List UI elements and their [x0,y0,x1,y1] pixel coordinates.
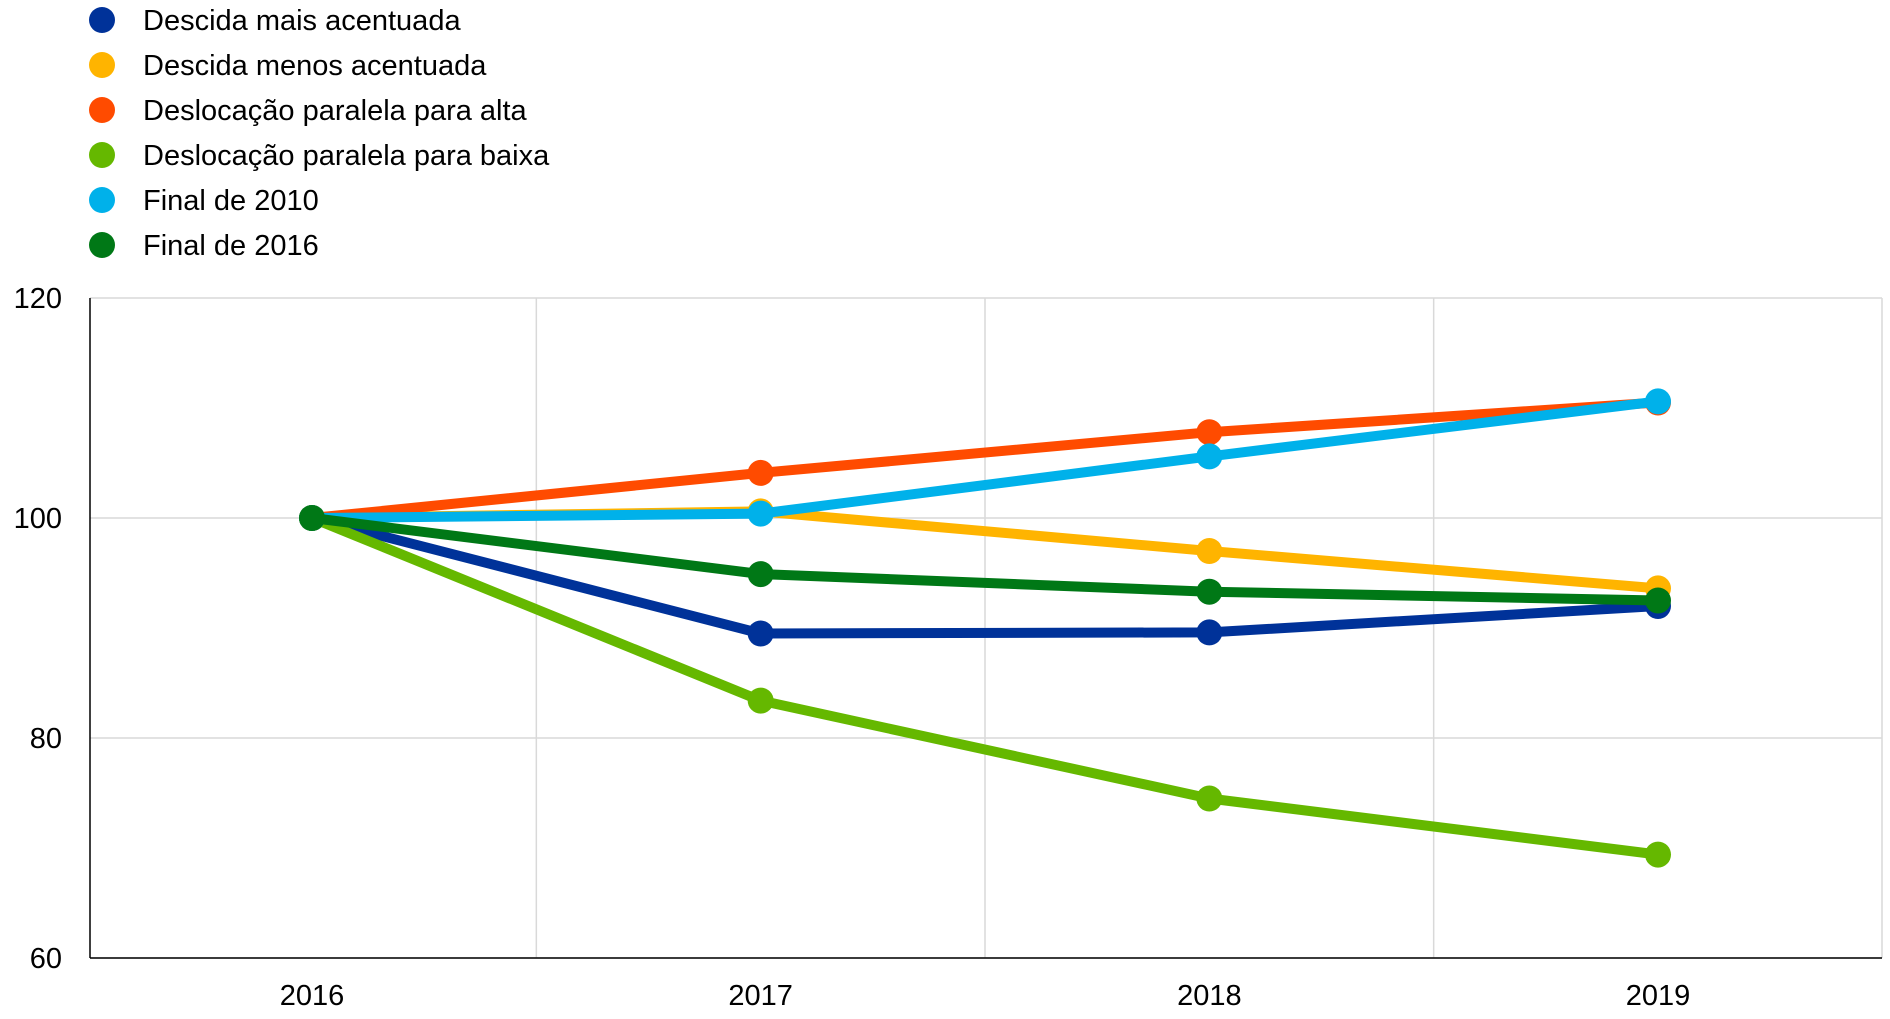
data-point [299,505,325,531]
legend-marker [89,142,115,168]
x-tick-label: 2019 [1626,980,1691,1012]
y-tick-label: 60 [30,943,62,975]
data-point [1645,587,1671,614]
data-point [1645,388,1671,415]
data-point [1645,841,1671,868]
legend-label: Descida mais acentuada [143,5,461,37]
x-tick-label: 2018 [1177,980,1242,1012]
data-point [747,500,774,527]
y-tick-label: 80 [30,723,62,755]
legend-marker [89,97,115,123]
series-lines [299,388,1671,868]
x-tick-label: 2016 [280,980,345,1012]
data-point [1196,538,1223,564]
data-point [747,561,774,588]
legend-label: Final de 2016 [143,230,319,262]
data-point [1196,419,1223,446]
series-6 [299,505,1671,614]
data-point [1196,443,1223,470]
series-line [307,513,1663,639]
legend-label: Final de 2010 [143,185,319,217]
legend-marker [89,7,115,33]
series-line [307,513,1663,606]
data-point [747,459,774,486]
data-point [747,620,774,647]
series-line [307,397,1663,523]
series-line [307,396,1663,523]
legend-label: Deslocação paralela para alta [143,95,528,127]
legend-marker [89,232,115,258]
legend-label: Deslocação paralela para baixa [143,140,550,172]
x-tick-label: 2017 [728,980,793,1012]
legend-marker [89,52,115,78]
y-tick-label: 120 [14,283,62,315]
series-5 [299,388,1671,531]
data-point [1196,785,1223,812]
data-point [1196,578,1223,605]
axes: 60 80 100 120 2016 2017 2018 2019 [14,283,1882,1012]
data-point [1196,619,1223,646]
data-point [747,687,774,714]
legend: Descida mais acentuada Descida menos acen… [89,5,550,262]
y-tick-label: 100 [14,503,62,535]
series-line [307,513,1663,860]
legend-label: Descida menos acentuada [143,50,487,82]
legend-marker [89,187,115,213]
